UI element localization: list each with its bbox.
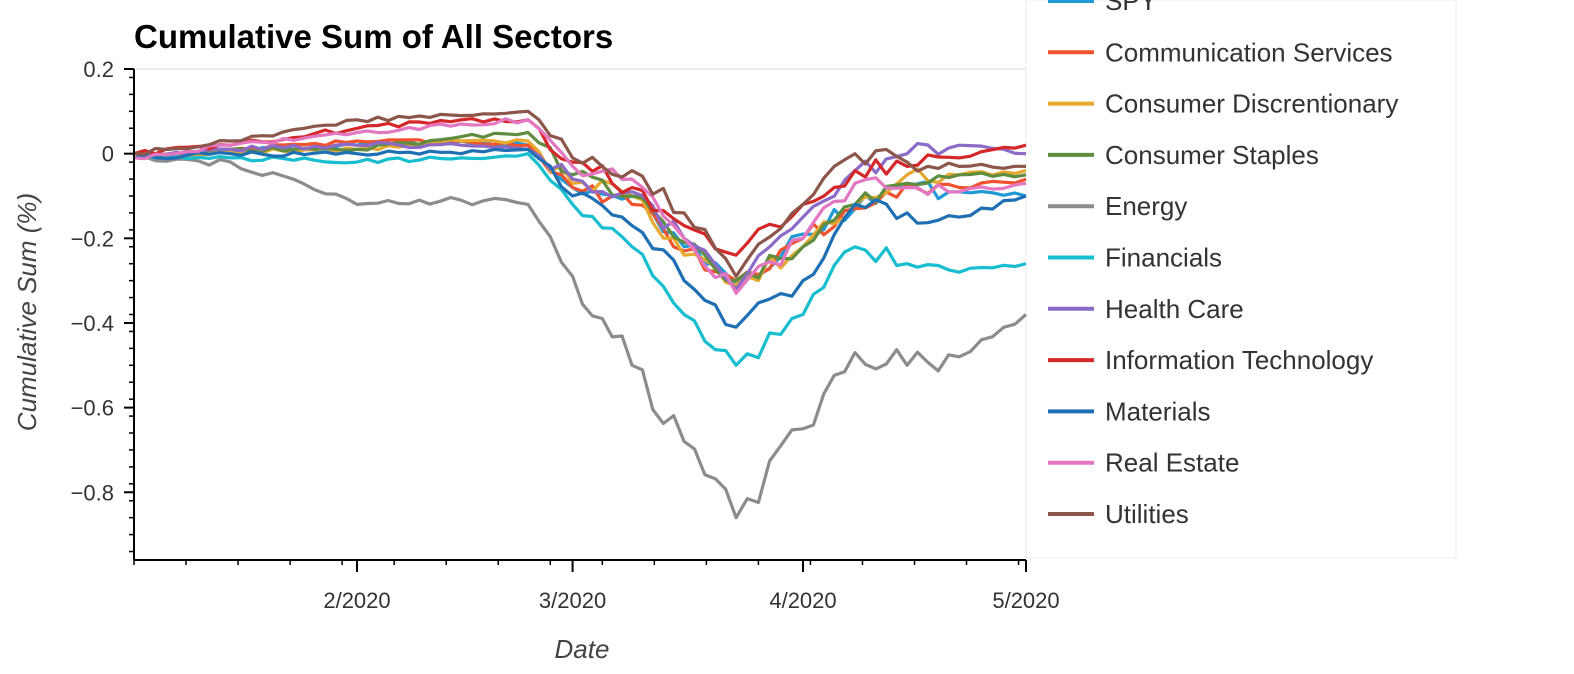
legend-label: Communication Services bbox=[1105, 37, 1393, 67]
y-tick-label: −0.2 bbox=[71, 226, 114, 251]
legend-label: Information Technology bbox=[1105, 345, 1373, 375]
legend: SPY Communication Services Consumer Discre… bbox=[1048, 0, 1398, 529]
y-tick-label: 0 bbox=[102, 142, 114, 167]
legend-label: Consumer Discrentionary bbox=[1105, 89, 1398, 119]
legend-label: Health Care bbox=[1105, 294, 1244, 324]
y-tick-label: 0.2 bbox=[83, 57, 114, 82]
legend-label: Real Estate bbox=[1105, 448, 1239, 478]
legend-label: Utilities bbox=[1105, 499, 1189, 529]
legend-label: Consumer Staples bbox=[1105, 140, 1319, 170]
axis-ticks: 0.2 0 −0.2 −0.4 −0.6 −0.8 2/2020 3/2020 4/2020 5/… bbox=[71, 57, 1060, 613]
legend-label: Financials bbox=[1105, 243, 1222, 273]
series-line-materials bbox=[133, 147, 1027, 329]
x-tick-label: 4/2020 bbox=[769, 588, 836, 613]
series-line-energy bbox=[133, 155, 1028, 520]
series-line-financials bbox=[133, 152, 1027, 367]
y-tick-label: −0.4 bbox=[71, 311, 114, 336]
chart-title: Cumulative Sum of All Sectors bbox=[134, 18, 613, 55]
series-lines bbox=[133, 109, 1028, 520]
x-tick-label: 3/2020 bbox=[539, 588, 606, 613]
legend-box bbox=[1025, 0, 1457, 559]
x-tick-label: 5/2020 bbox=[992, 588, 1059, 613]
legend-label: Energy bbox=[1105, 191, 1187, 221]
y-tick-label: −0.6 bbox=[71, 396, 114, 421]
legend-label: Materials bbox=[1105, 396, 1210, 426]
series-line-consumer-staples bbox=[133, 130, 1027, 283]
y-axis-label: Cumulative Sum (%) bbox=[12, 193, 42, 431]
x-tick-label: 2/2020 bbox=[323, 588, 390, 613]
legend-label: SPY bbox=[1105, 0, 1157, 16]
y-tick-label: −0.8 bbox=[71, 480, 114, 505]
series-line-real-estate bbox=[133, 117, 1027, 295]
series-line-utilities bbox=[133, 109, 1027, 278]
x-axis-label: Date bbox=[555, 634, 610, 664]
series-line-health-care bbox=[133, 141, 1027, 291]
